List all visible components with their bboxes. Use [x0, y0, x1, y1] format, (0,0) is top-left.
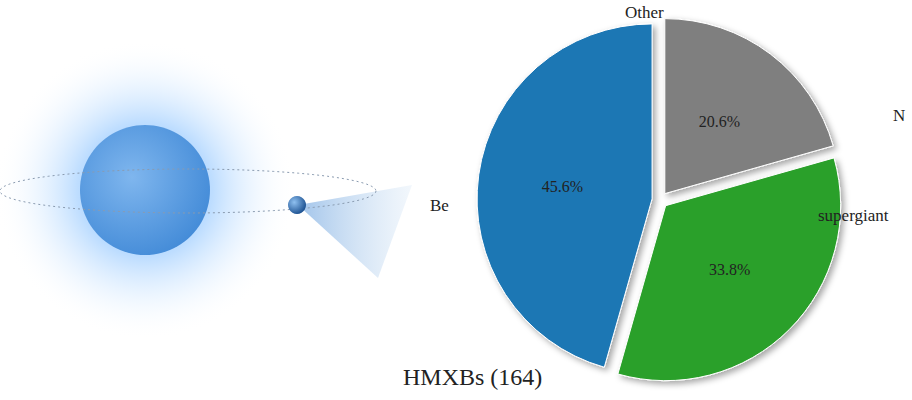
- svg-text:HMXBs (164): HMXBs (164): [403, 364, 542, 390]
- svg-text:33.8%: 33.8%: [709, 261, 750, 278]
- svg-text:20.6%: 20.6%: [699, 113, 740, 130]
- svg-text:supergiant: supergiant: [818, 206, 889, 225]
- svg-text:Be: Be: [430, 196, 449, 215]
- svg-text:Other: Other: [625, 3, 664, 22]
- svg-text:45.6%: 45.6%: [542, 178, 583, 195]
- svg-text:N: N: [893, 106, 905, 125]
